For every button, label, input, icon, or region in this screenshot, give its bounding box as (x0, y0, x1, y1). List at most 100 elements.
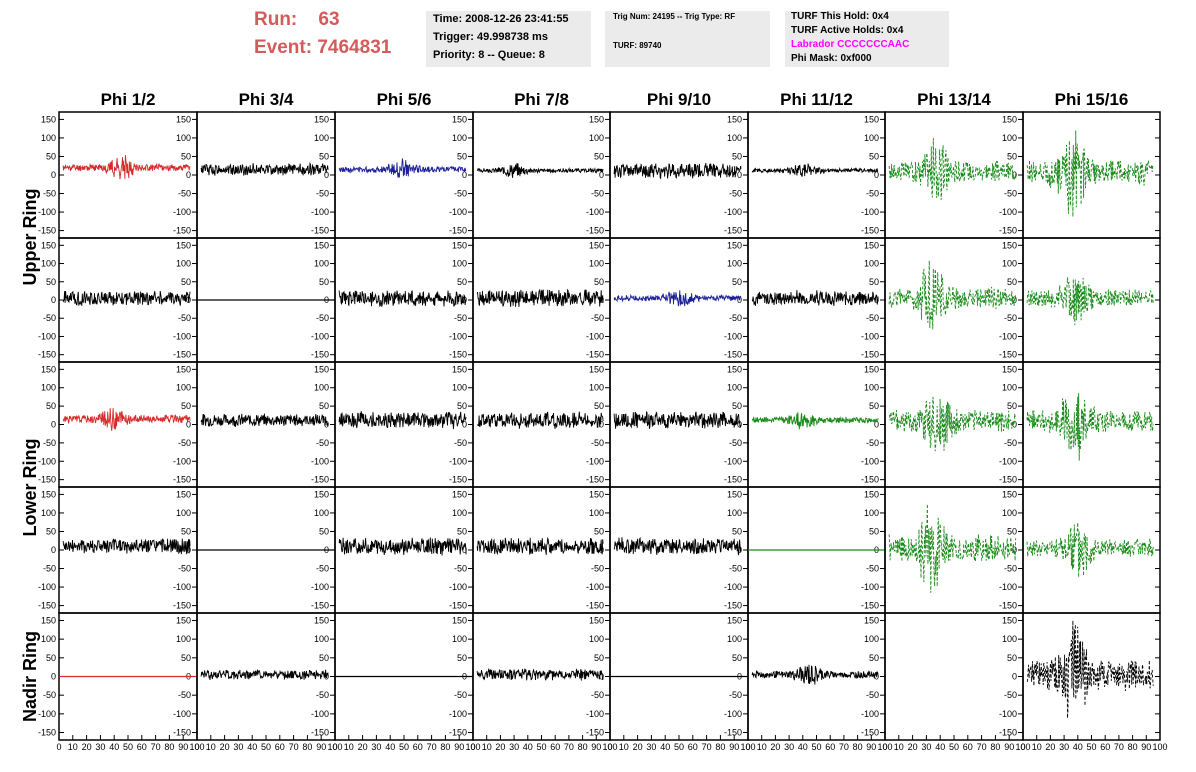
panel-frame (884, 361, 1024, 488)
turf-info-box: TURF This Hold: 0x4 TURF Active Holds: 0… (785, 11, 949, 67)
y-tick-label: 100 (864, 259, 879, 269)
trigger-text: Trigger: 49.998738 ms (433, 31, 548, 43)
y-tick-label: 100 (176, 259, 191, 269)
y-tick-label: -100 (999, 207, 1017, 217)
y-tick-label: -50 (454, 438, 467, 448)
row-label: Lower Ring (20, 439, 40, 537)
y-tick-label: 0 (737, 170, 742, 180)
y-tick-label: -50 (43, 564, 56, 574)
y-tick-label: -50 (316, 313, 329, 323)
y-tick-label: 100 (727, 259, 742, 269)
y-tick-label: 50 (457, 151, 467, 161)
y-tick-label: -50 (316, 189, 329, 199)
waveform-trace (1026, 277, 1154, 326)
y-tick-label: -150 (861, 475, 879, 485)
x-tick-label: 50 (399, 742, 409, 752)
waveform-trace (338, 411, 467, 430)
y-tick-label: -50 (43, 189, 56, 199)
y-tick-label: -100 (173, 709, 191, 719)
x-tick-label: 70 (1114, 742, 1124, 752)
y-tick-label: -50 (729, 313, 742, 323)
y-tick-label: -50 (729, 564, 742, 574)
y-tick-label: 100 (41, 133, 56, 143)
x-tick-label: 10 (619, 742, 629, 752)
waveform-trace (888, 260, 1017, 330)
y-tick-label: 50 (46, 401, 56, 411)
y-tick-label: 150 (314, 364, 329, 374)
y-tick-label: -150 (861, 728, 879, 738)
y-tick-label: -150 (173, 475, 191, 485)
y-tick-label: 100 (589, 383, 604, 393)
y-tick-label: -150 (449, 475, 467, 485)
y-tick-label: 0 (599, 672, 604, 682)
trig-num-text: Trig Num: 24195 -- Trig Type: RF (613, 12, 736, 21)
y-tick-label: 100 (727, 508, 742, 518)
x-tick-label: 80 (853, 742, 863, 752)
x-tick-label: 60 (1100, 742, 1110, 752)
x-tick-label: 100 (877, 742, 892, 752)
x-tick-label: 10 (1032, 742, 1042, 752)
y-tick-label: -150 (449, 601, 467, 611)
x-tick-label: 20 (770, 742, 780, 752)
waveform-trace (476, 288, 604, 307)
time-info-box: Time: 2008-12-26 23:41:55 Trigger: 49.99… (426, 11, 591, 67)
x-tick-label: 90 (316, 742, 326, 752)
column-header: Phi 11/12 (780, 90, 853, 109)
x-tick-label: 0 (56, 742, 61, 752)
y-tick-label: -100 (38, 331, 56, 341)
y-tick-label: 50 (594, 526, 604, 536)
panel-frame (472, 111, 611, 239)
y-tick-label: -100 (173, 207, 191, 217)
y-tick-label: 100 (864, 508, 879, 518)
waveform-trace (1026, 392, 1154, 461)
waveform-trace (476, 411, 604, 429)
y-tick-label: 50 (319, 401, 329, 411)
y-tick-label: 100 (452, 259, 467, 269)
x-tick-label: 80 (715, 742, 725, 752)
column-header: Phi 15/16 (1055, 90, 1129, 109)
y-tick-label: 0 (874, 170, 879, 180)
y-tick-label: 0 (186, 170, 191, 180)
y-tick-label: 100 (589, 508, 604, 518)
y-tick-label: -50 (316, 690, 329, 700)
y-tick-label: 50 (594, 277, 604, 287)
column-header: Phi 5/6 (377, 90, 432, 109)
y-tick-label: 100 (1002, 383, 1017, 393)
x-tick-label: 30 (784, 742, 794, 752)
y-tick-label: -150 (311, 601, 329, 611)
x-tick-label: 70 (564, 742, 574, 752)
y-tick-label: 0 (186, 420, 191, 430)
y-tick-label: 50 (181, 526, 191, 536)
waveform-trace (751, 412, 879, 430)
y-tick-label: -100 (449, 709, 467, 719)
run-number: Run: 63 (254, 9, 340, 31)
panel-frame (747, 111, 886, 239)
y-tick-label: 50 (457, 653, 467, 663)
y-tick-label: 150 (41, 489, 56, 499)
y-tick-label: 100 (452, 133, 467, 143)
x-tick-label: 70 (289, 742, 299, 752)
x-tick-label: 50 (811, 742, 821, 752)
x-tick-label: 40 (1073, 742, 1083, 752)
y-tick-label: 150 (176, 364, 191, 374)
y-tick-label: -50 (454, 189, 467, 199)
x-tick-label: 40 (109, 742, 119, 752)
y-tick-label: 100 (314, 133, 329, 143)
y-tick-label: -50 (866, 313, 879, 323)
waveform-trace (62, 408, 191, 431)
x-tick-label: 30 (921, 742, 931, 752)
y-tick-label: 150 (864, 240, 879, 250)
y-tick-label: -150 (449, 226, 467, 236)
y-tick-label: -150 (449, 728, 467, 738)
y-tick-label: 0 (51, 672, 56, 682)
y-tick-label: 150 (314, 615, 329, 625)
turf-active-text: TURF Active Holds: 0x4 (791, 25, 904, 36)
x-tick-label: 90 (729, 742, 739, 752)
x-tick-label: 90 (1004, 742, 1014, 752)
y-tick-label: -100 (999, 582, 1017, 592)
y-tick-label: -150 (861, 601, 879, 611)
y-tick-label: 150 (727, 240, 742, 250)
y-tick-label: -50 (43, 438, 56, 448)
y-tick-label: 0 (51, 170, 56, 180)
y-tick-label: 50 (319, 151, 329, 161)
